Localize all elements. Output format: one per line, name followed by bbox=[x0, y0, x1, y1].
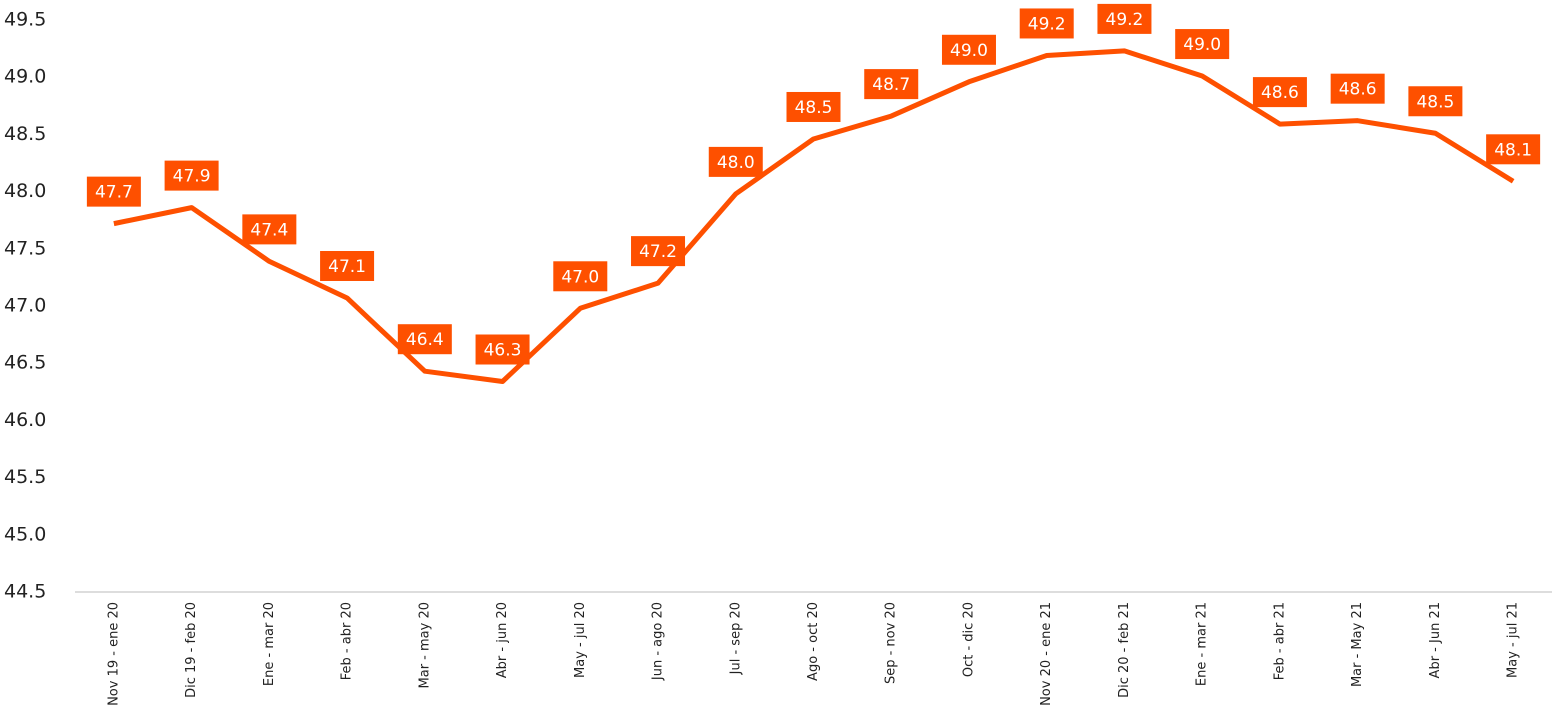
data-label-box bbox=[1097, 3, 1152, 34]
data-label: 47.1 bbox=[328, 257, 366, 277]
data-label-box bbox=[941, 34, 996, 65]
data-label: 48.5 bbox=[1416, 92, 1454, 112]
x-tick-label: Nov 19 - ene 20 bbox=[106, 602, 121, 706]
x-tick-label: Mar - may 20 bbox=[417, 602, 432, 688]
x-tick-label: Mar - May 21 bbox=[1350, 602, 1365, 687]
y-tick-label: 45.5 bbox=[4, 466, 46, 488]
data-label: 48.0 bbox=[717, 153, 755, 173]
x-tick-label: Ago - oct 20 bbox=[806, 602, 821, 681]
data-label-box bbox=[786, 91, 841, 122]
data-label: 49.0 bbox=[950, 41, 988, 61]
x-tick-label: Nov 20 - ene 21 bbox=[1039, 602, 1054, 706]
y-tick-label: 49.5 bbox=[4, 9, 46, 31]
data-label-box bbox=[1408, 86, 1463, 117]
data-label: 47.9 bbox=[173, 167, 211, 187]
data-label-box bbox=[1019, 8, 1074, 39]
x-tick-label: Jun - ago 20 bbox=[651, 602, 666, 681]
data-label-box bbox=[553, 261, 608, 292]
data-label: 47.7 bbox=[95, 183, 133, 203]
data-label-box bbox=[1252, 77, 1307, 108]
data-label: 48.5 bbox=[795, 98, 833, 118]
y-tick-label: 44.5 bbox=[4, 581, 46, 603]
data-label: 48.6 bbox=[1339, 80, 1377, 100]
x-tick-label: Feb - abr 21 bbox=[1272, 602, 1287, 680]
y-tick-label: 48.0 bbox=[4, 180, 46, 202]
x-tick-label: May - jul 20 bbox=[573, 602, 588, 678]
y-tick-label: 46.0 bbox=[4, 409, 46, 431]
data-label: 49.2 bbox=[1028, 14, 1066, 34]
x-tick-label: Abr - jun 20 bbox=[495, 602, 510, 678]
data-label: 47.4 bbox=[250, 220, 288, 240]
data-label-box bbox=[242, 214, 297, 245]
data-label: 49.2 bbox=[1106, 10, 1144, 30]
data-label-box bbox=[864, 69, 919, 100]
data-label-box bbox=[397, 324, 452, 355]
line bbox=[113, 48, 1515, 385]
x-tick-label: Dic 20 - feb 21 bbox=[1117, 602, 1132, 698]
x-tick-label: Feb - abr 20 bbox=[340, 602, 355, 680]
x-tick-label: Oct - dic 20 bbox=[961, 602, 976, 677]
data-label-box bbox=[164, 160, 219, 191]
data-label: 48.6 bbox=[1261, 83, 1299, 103]
data-label: 49.0 bbox=[1183, 35, 1221, 55]
x-tick-label: Abr - Jun 21 bbox=[1428, 602, 1443, 678]
y-tick-label: 45.0 bbox=[4, 523, 46, 545]
y-tick-label: 47.5 bbox=[4, 237, 46, 259]
y-tick-label: 49.0 bbox=[4, 66, 46, 88]
y-tick-label: 46.5 bbox=[4, 352, 46, 374]
data-label-box bbox=[631, 236, 686, 267]
x-tick-label: Sep - nov 20 bbox=[884, 602, 899, 684]
data-label: 48.7 bbox=[872, 75, 910, 95]
x-tick-label: Ene - mar 20 bbox=[262, 602, 277, 686]
y-tick-label: 48.5 bbox=[4, 123, 46, 145]
data-label-box bbox=[475, 334, 530, 365]
data-label: 48.1 bbox=[1494, 140, 1532, 160]
x-tick-label: Ene - mar 21 bbox=[1195, 602, 1210, 686]
data-label-box bbox=[1175, 29, 1230, 60]
data-label-box bbox=[86, 176, 141, 207]
y-tick-label: 47.0 bbox=[4, 295, 46, 317]
data-label-box bbox=[320, 250, 375, 281]
x-tick-label: Jul - sep 20 bbox=[728, 602, 743, 675]
x-tick-label: Dic 19 - feb 20 bbox=[184, 602, 199, 698]
data-label: 46.4 bbox=[406, 330, 444, 350]
data-label-box bbox=[1486, 134, 1541, 165]
data-label: 47.2 bbox=[639, 242, 677, 262]
data-label-box bbox=[1330, 73, 1385, 104]
data-label: 46.3 bbox=[484, 341, 522, 361]
data-label-box bbox=[708, 146, 763, 177]
data-label: 47.0 bbox=[561, 267, 599, 287]
x-tick-label: May - jul 21 bbox=[1506, 602, 1521, 678]
